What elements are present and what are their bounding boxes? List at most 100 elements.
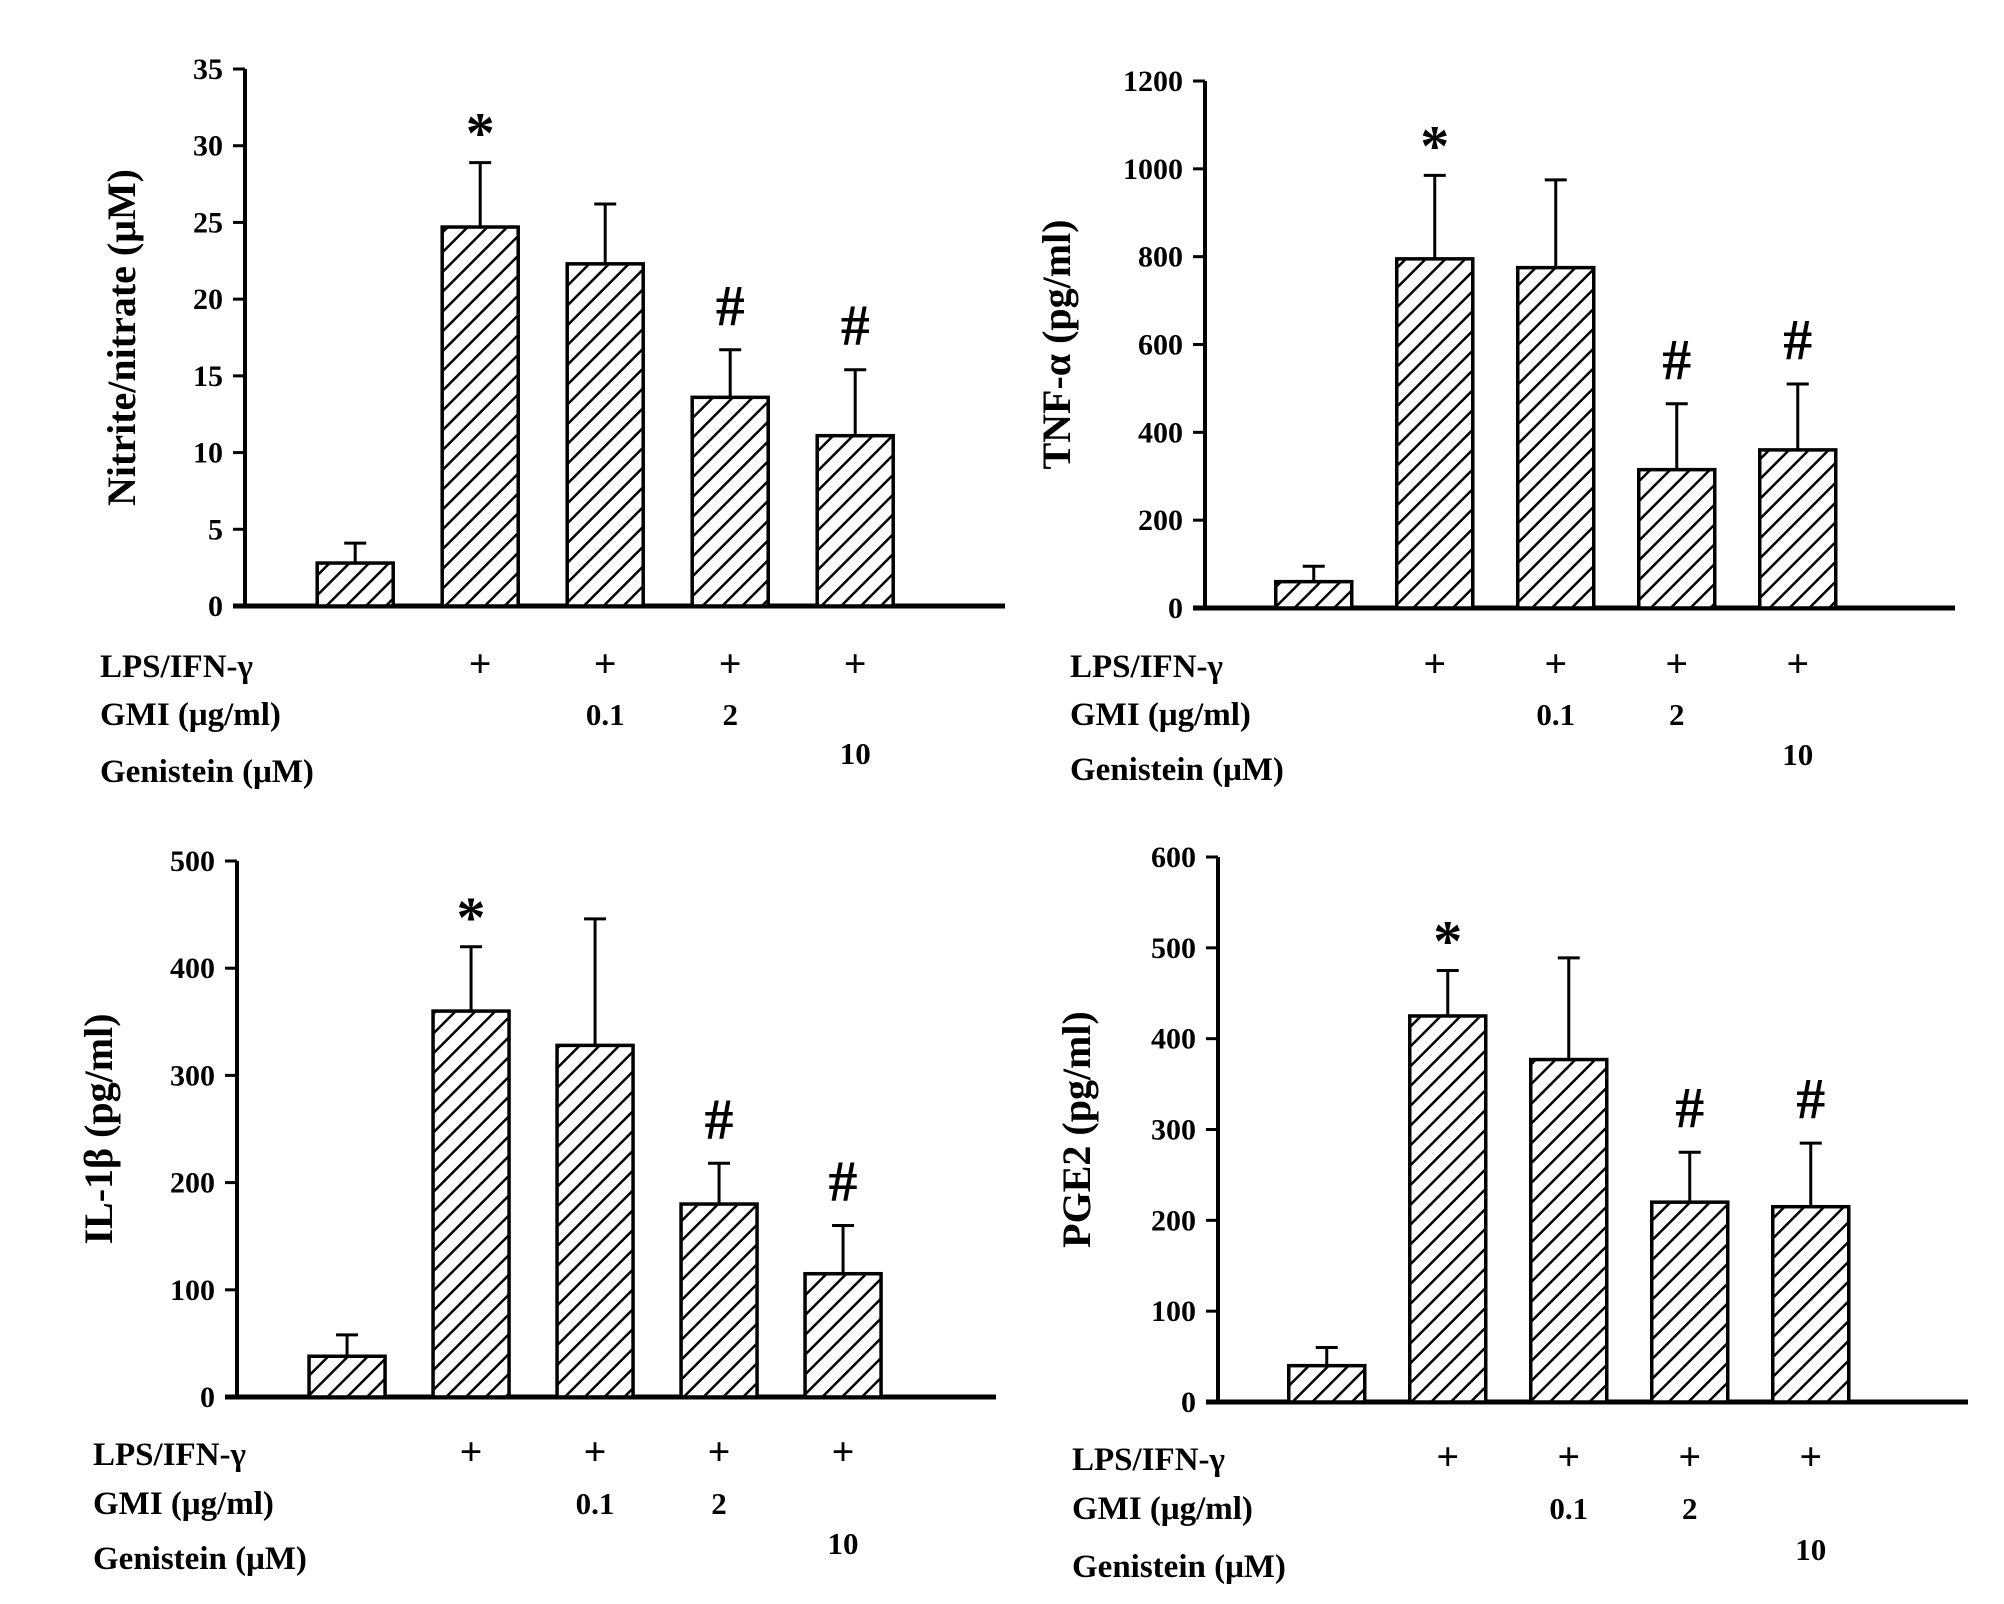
- y-tick-label: 1000: [1123, 153, 1183, 186]
- significance-hash: #: [1796, 1066, 1825, 1131]
- lps-ifn-mark: +: [469, 641, 492, 686]
- gmi-value: 0.1: [1536, 697, 1575, 732]
- lps-ifn-mark: +: [1678, 1434, 1701, 1479]
- il-1beta-chart-panel: 0 100 200 300 400 500 IL-1β (pg/ml) * # # LPS/IFN-…: [76, 845, 996, 1577]
- y-tick-label: 200: [170, 1167, 215, 1200]
- significance-hash: #: [705, 1086, 734, 1151]
- y-tick-label: 0: [200, 1381, 215, 1414]
- lps-ifn-label: LPS/IFN-γ: [93, 1437, 246, 1473]
- lps-ifn-mark: +: [719, 641, 742, 686]
- y-tick-label: 5: [208, 513, 223, 546]
- bar: [803, 1271, 883, 1399]
- gmi-label: GMI (μg/ml): [1070, 697, 1251, 733]
- bar: [1395, 257, 1475, 610]
- lps-ifn-mark: +: [844, 641, 867, 686]
- genistein-label: Genistein (μM): [100, 754, 314, 790]
- tnf-alpha-chart-panel: 0 200 400 600 800 1000 1200 TNF-α (pg/ml) * # # LPS…: [1034, 65, 1955, 788]
- gmi-value: 0.1: [576, 1486, 615, 1521]
- bar: [315, 561, 395, 608]
- y-tick-label: 600: [1138, 329, 1183, 362]
- genistein-label: Genistein (μM): [93, 1541, 307, 1577]
- bar: [440, 225, 520, 608]
- significance-hash: #: [841, 293, 870, 358]
- lps-ifn-mark: +: [1423, 641, 1446, 686]
- y-tick-label: 600: [1151, 841, 1196, 874]
- genistein-value: 10: [1795, 1532, 1826, 1567]
- y-tick-label: 0: [1168, 592, 1183, 625]
- bar: [307, 1354, 387, 1399]
- bar: [1637, 467, 1717, 610]
- gmi-value: 2: [1669, 697, 1685, 732]
- y-tick-label: 100: [1151, 1295, 1196, 1328]
- y-tick-label: 400: [1138, 416, 1183, 449]
- gmi-value: 2: [1682, 1491, 1698, 1526]
- y-tick-label: 100: [170, 1274, 215, 1307]
- significance-asterisk: *: [1433, 909, 1462, 974]
- gmi-value: 0.1: [1549, 1491, 1588, 1526]
- genistein-value: 10: [1782, 737, 1813, 772]
- significance-asterisk: *: [1420, 113, 1449, 178]
- y-axis-title: Nitrite/nitrate (μM): [99, 169, 144, 506]
- significance-hash: #: [1675, 1075, 1704, 1140]
- significance-hash: #: [1662, 327, 1691, 392]
- gmi-label: GMI (μg/ml): [93, 1486, 274, 1522]
- bar: [1516, 265, 1596, 610]
- genistein-label: Genistein (μM): [1070, 752, 1284, 788]
- significance-asterisk: *: [466, 101, 495, 166]
- y-tick-label: 300: [170, 1059, 215, 1092]
- lps-ifn-mark: +: [1436, 1434, 1459, 1479]
- y-tick-label: 200: [1151, 1204, 1196, 1237]
- y-tick-label: 15: [193, 360, 223, 393]
- y-tick-label: 20: [193, 283, 223, 316]
- significance-asterisk: *: [457, 885, 486, 950]
- y-axis-title: TNF-α (pg/ml): [1034, 219, 1079, 469]
- y-tick-label: 500: [1151, 932, 1196, 965]
- y-tick-label: 400: [170, 952, 215, 985]
- genistein-value: 10: [840, 736, 871, 771]
- bar: [1274, 579, 1354, 610]
- y-tick-label: 35: [193, 53, 223, 86]
- bar: [1758, 448, 1838, 610]
- bar: [690, 395, 770, 608]
- lps-ifn-mark: +: [594, 641, 617, 686]
- y-tick-label: 800: [1138, 241, 1183, 274]
- lps-ifn-label: LPS/IFN-γ: [100, 649, 253, 685]
- significance-hash: #: [829, 1148, 858, 1213]
- genistein-label: Genistein (μM): [1072, 1549, 1286, 1585]
- genistein-value: 10: [828, 1526, 859, 1561]
- y-tick-label: 500: [170, 845, 215, 878]
- bar: [431, 1009, 511, 1399]
- bar: [815, 433, 895, 608]
- y-tick-label: 1200: [1123, 65, 1183, 98]
- y-tick-label: 0: [1181, 1386, 1196, 1419]
- y-tick-label: 0: [208, 590, 223, 623]
- gmi-value: 2: [722, 697, 738, 732]
- lps-ifn-label: LPS/IFN-γ: [1072, 1442, 1225, 1478]
- y-tick-label: 30: [193, 130, 223, 163]
- lps-ifn-mark: +: [460, 1429, 483, 1474]
- gmi-label: GMI (μg/ml): [1072, 1491, 1253, 1527]
- gmi-value: 2: [711, 1486, 727, 1521]
- significance-hash: #: [1783, 307, 1812, 372]
- bar: [1650, 1200, 1730, 1404]
- bar: [555, 1043, 635, 1399]
- lps-ifn-mark: +: [832, 1429, 855, 1474]
- gmi-label: GMI (μg/ml): [100, 697, 281, 733]
- y-tick-label: 200: [1138, 504, 1183, 537]
- bar: [679, 1202, 759, 1399]
- bar: [1287, 1363, 1367, 1404]
- significance-hash: #: [716, 273, 745, 338]
- lps-ifn-mark: +: [708, 1429, 731, 1474]
- y-tick-label: 300: [1151, 1114, 1196, 1147]
- gmi-value: 0.1: [586, 697, 625, 732]
- lps-ifn-mark: +: [1544, 641, 1567, 686]
- lps-ifn-mark: +: [1799, 1434, 1822, 1479]
- y-tick-label: 10: [193, 437, 223, 470]
- y-tick-label: 25: [193, 206, 223, 239]
- y-axis-title: PGE2 (pg/ml): [1054, 1011, 1099, 1248]
- bar: [1408, 1014, 1488, 1404]
- lps-ifn-mark: +: [1557, 1434, 1580, 1479]
- bar: [565, 262, 645, 608]
- lps-ifn-mark: +: [584, 1429, 607, 1474]
